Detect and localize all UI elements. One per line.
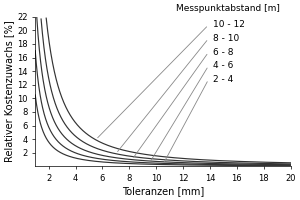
Text: 4 - 6: 4 - 6 [213,61,233,70]
Text: 10 - 12: 10 - 12 [213,20,244,29]
Text: 2 - 4: 2 - 4 [213,75,233,84]
Text: Messpunktabstand [m]: Messpunktabstand [m] [176,4,280,13]
Text: 8 - 10: 8 - 10 [213,34,239,43]
Y-axis label: Relativer Kostenzuwachs [%]: Relativer Kostenzuwachs [%] [4,21,14,162]
X-axis label: Toleranzen [mm]: Toleranzen [mm] [122,186,204,196]
Text: 6 - 8: 6 - 8 [213,48,233,57]
